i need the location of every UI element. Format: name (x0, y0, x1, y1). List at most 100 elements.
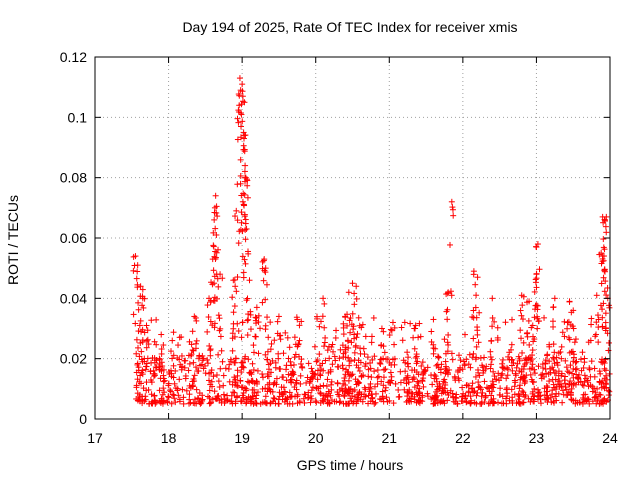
data-point (588, 358, 595, 365)
data-point (586, 366, 593, 373)
data-point (403, 398, 410, 405)
data-point (359, 398, 366, 405)
data-point (296, 322, 303, 329)
data-point (313, 399, 320, 406)
data-point (477, 386, 484, 393)
data-point (508, 316, 515, 323)
data-point (339, 365, 346, 372)
data-point (186, 391, 193, 398)
data-point (479, 389, 486, 396)
data-point (419, 394, 426, 401)
data-point (171, 380, 178, 387)
data-point (216, 315, 223, 322)
data-point (148, 317, 155, 324)
data-point (488, 361, 495, 368)
data-point (178, 366, 185, 373)
data-point (443, 308, 450, 315)
data-point (496, 377, 503, 384)
data-point (224, 396, 231, 403)
data-point (212, 248, 219, 255)
data-point (581, 372, 588, 379)
data-point (237, 134, 244, 141)
data-point (198, 361, 205, 368)
data-point (390, 400, 397, 407)
data-point (231, 276, 238, 283)
data-point (290, 369, 297, 376)
data-point (512, 370, 519, 377)
data-point (378, 396, 385, 403)
data-point (139, 286, 146, 293)
data-point (519, 388, 526, 395)
data-point (282, 329, 289, 336)
data-point (602, 278, 609, 285)
data-point (473, 292, 480, 299)
data-point (516, 393, 523, 400)
data-point (238, 123, 245, 130)
data-point (565, 381, 572, 388)
data-point (463, 398, 470, 405)
data-point (236, 75, 243, 82)
data-point (342, 354, 349, 361)
data-point (510, 359, 517, 366)
data-point (268, 369, 275, 376)
data-point (435, 354, 442, 361)
data-point (578, 367, 585, 374)
data-point (280, 350, 287, 357)
data-point (182, 375, 189, 382)
data-point (588, 315, 595, 322)
data-point (415, 379, 422, 386)
data-point (499, 364, 506, 371)
data-point (311, 343, 318, 350)
data-point (430, 345, 437, 352)
data-point (377, 360, 384, 367)
data-point (563, 386, 570, 393)
data-point (466, 351, 473, 358)
data-point (264, 348, 271, 355)
data-point (593, 292, 600, 299)
data-point (398, 324, 405, 331)
data-point (207, 352, 214, 359)
data-point (205, 393, 212, 400)
data-point (602, 325, 609, 332)
data-point (204, 302, 211, 309)
data-point (231, 359, 238, 366)
data-point (475, 369, 482, 376)
data-point (567, 378, 574, 385)
data-point (172, 399, 179, 406)
y-tick-label: 0 (79, 411, 87, 427)
data-point (188, 341, 195, 348)
data-point (262, 296, 269, 303)
data-point (404, 360, 411, 367)
data-point (516, 385, 523, 392)
data-point (603, 229, 610, 236)
data-point (506, 397, 513, 404)
data-point (213, 209, 220, 216)
data-point (268, 340, 275, 347)
data-point (380, 374, 387, 381)
data-point (354, 330, 361, 337)
data-point (353, 381, 360, 388)
data-point (388, 377, 395, 384)
data-point (321, 324, 328, 331)
data-point (243, 385, 250, 392)
data-point (331, 353, 338, 360)
data-point (600, 396, 607, 403)
data-point (155, 363, 162, 370)
data-point (459, 366, 466, 373)
y-tick-label: 0.08 (60, 170, 87, 186)
data-point (210, 243, 217, 250)
data-point (242, 260, 249, 267)
data-point (296, 337, 303, 344)
data-point (539, 364, 546, 371)
data-point (239, 198, 246, 205)
data-point (592, 389, 599, 396)
data-point (594, 396, 601, 403)
x-tick-label: 19 (234, 430, 250, 446)
data-point (267, 360, 274, 367)
data-point (536, 393, 543, 400)
data-point (244, 194, 251, 201)
data-point (396, 393, 403, 400)
data-point (490, 368, 497, 375)
data-point (449, 204, 456, 211)
data-point (473, 314, 480, 321)
